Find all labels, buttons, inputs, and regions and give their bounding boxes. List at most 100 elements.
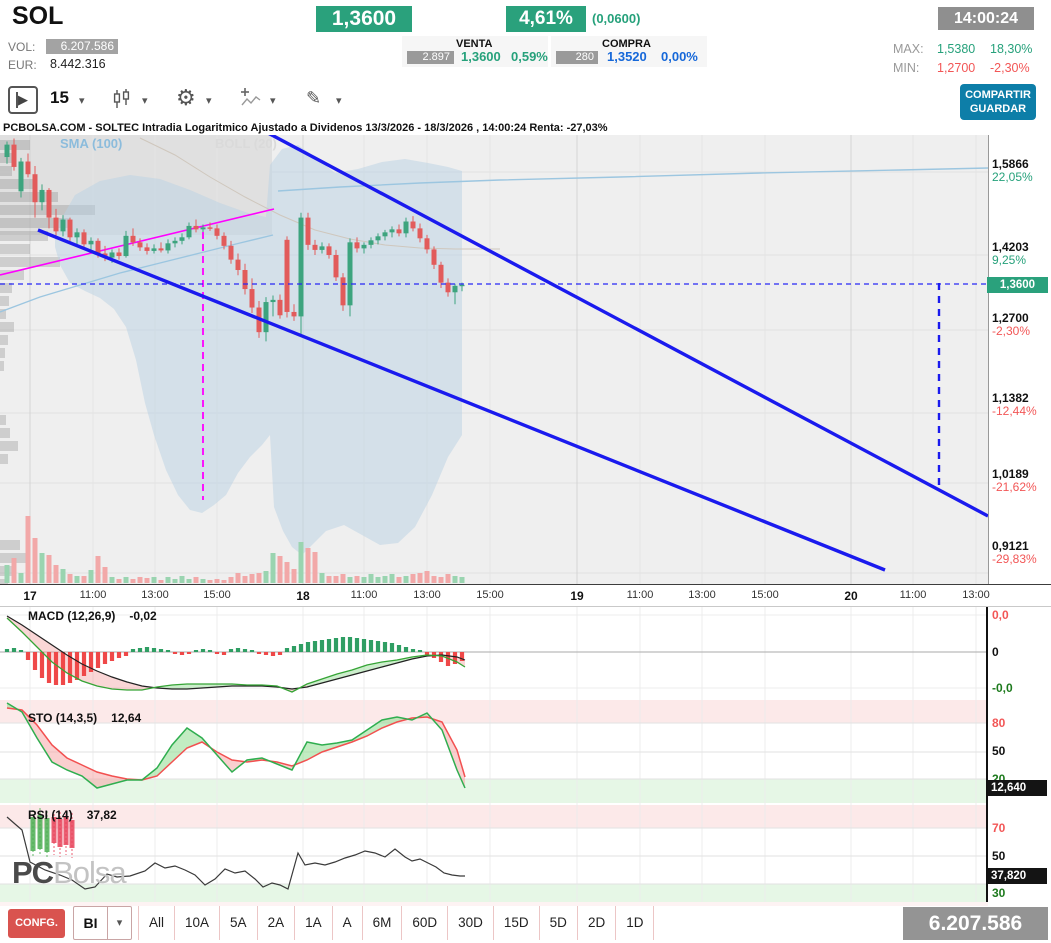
range-button-15D[interactable]: 15D [494, 906, 540, 940]
rsi-value: 37,82 [86, 808, 117, 822]
rsi-line [6, 816, 465, 890]
share-label: COMPARTIR [965, 89, 1031, 101]
compra-percent: 0,00% [661, 49, 698, 64]
stochastic-panel[interactable] [0, 700, 988, 805]
interval-selector[interactable]: 15 [50, 88, 69, 107]
range-button-A[interactable]: A [333, 906, 363, 940]
price-axis-label: 1,0189 -21,62% [992, 467, 1037, 494]
bottom-toolbar: CONFG. BI ▾ All 10A 5A 2A 1A A 6M 60D 30D 15D 5D 2D… [0, 906, 1051, 943]
overbought-band [0, 700, 988, 723]
range-button-1D[interactable]: 1D [616, 906, 655, 940]
rsi-axis-70: 70 [992, 821, 1006, 835]
watermark-pc: PC [12, 855, 54, 890]
time-axis-label: 17 [23, 589, 37, 603]
time-axis-label: 20 [844, 589, 858, 603]
macd-axis-top: 0,0 [992, 608, 1009, 622]
mode-select[interactable]: BI ▾ [73, 906, 132, 940]
chevron-down-icon[interactable]: ▾ [142, 95, 148, 107]
mode-value[interactable]: BI [74, 907, 108, 939]
last-price-badge: 1,3600 [316, 6, 412, 32]
range-button-1A[interactable]: 1A [295, 906, 333, 940]
add-indicator-icon[interactable] [240, 87, 262, 109]
range-button-2D[interactable]: 2D [578, 906, 617, 940]
venta-label: VENTA [456, 38, 493, 50]
panel-divider [0, 902, 988, 906]
bollinger-band [55, 145, 462, 555]
rsi-name: RSI (14) [28, 808, 73, 822]
macd-value: -0,02 [129, 609, 157, 623]
venta-percent: 0,59% [511, 49, 548, 64]
macd-axis-bottom: -0,0 [992, 681, 1013, 695]
chart-type-icon[interactable] [112, 89, 132, 109]
macd-axis-zero: 0 [992, 645, 999, 659]
range-button-5A[interactable]: 5A [220, 906, 258, 940]
legend-sma[interactable]: SMA (100) [60, 136, 123, 151]
time-axis-label: 19 [570, 589, 584, 603]
rsi-panel[interactable] [0, 805, 988, 902]
price-axis-border [988, 135, 989, 584]
oversold-band [0, 884, 988, 902]
oversold-band [0, 779, 988, 803]
legend-boll[interactable]: BOLL (20) [215, 136, 277, 151]
share-save-button[interactable]: COMPARTIR GUARDAR [960, 84, 1036, 120]
range-button-All[interactable]: All [138, 906, 176, 940]
range-button-6M[interactable]: 6M [363, 906, 403, 940]
range-buttons: All 10A 5A 2A 1A A 6M 60D 30D 15D 5D 2D 1D [138, 906, 655, 940]
compra-label: COMPRA [602, 38, 651, 50]
current-price-axis-badge: 1,3600 [987, 277, 1048, 293]
chevron-down-icon[interactable]: ▾ [79, 95, 85, 107]
range-button-30D[interactable]: 30D [448, 906, 494, 940]
price-axis-label: 0,9121 -29,83% [992, 539, 1037, 566]
macd-panel[interactable] [0, 607, 988, 700]
indicator-axis-line [986, 607, 988, 902]
eur-label: EUR: [8, 58, 37, 72]
price-axis-label: 1,1382 -12,44% [992, 391, 1037, 418]
eur-value: 8.442.316 [50, 57, 106, 71]
pcbolsa-watermark: PCBolsa [12, 855, 127, 891]
range-button-60D[interactable]: 60D [402, 906, 449, 940]
time-axis-label: 15:00 [751, 589, 779, 601]
change-absolute: (0,0600) [592, 11, 641, 26]
volume-value-badge: 6.207.586 [46, 39, 118, 54]
chevron-down-icon[interactable]: ▾ [336, 95, 342, 107]
time-axis-label: 15:00 [203, 589, 231, 601]
volume-bars [4, 516, 465, 583]
panel-toggle-icon[interactable]: ▶ [8, 86, 38, 114]
logo-candles [30, 808, 75, 858]
min-value: 1,2700 [937, 61, 976, 75]
rsi-label: RSI (14) 37,82 [28, 808, 117, 822]
boll-mid-line [139, 137, 500, 250]
min-percent: -2,30% [990, 61, 1030, 75]
price-axis-label: 1,5866 22,05% [992, 157, 1033, 184]
price-axis-label: 1,4203 9,25% [992, 240, 1029, 267]
sma-line [0, 234, 274, 313]
max-label: MAX: [893, 42, 924, 56]
macd-name: MACD (12,26,9) [28, 609, 116, 623]
gear-icon[interactable]: ⚙ [176, 85, 196, 110]
time-axis-label: 13:00 [413, 589, 441, 601]
sto-k-line [6, 702, 466, 789]
rsi-axis-50: 50 [992, 849, 1006, 863]
time-axis-label: 15:00 [476, 589, 504, 601]
price-axis-label: 1,2700 -2,30% [992, 311, 1031, 338]
range-button-2A[interactable]: 2A [258, 906, 296, 940]
range-button-10A[interactable]: 10A [175, 906, 221, 940]
main-chart[interactable] [0, 131, 989, 589]
config-button[interactable]: CONFG. [8, 909, 65, 938]
sto-axis-50: 50 [992, 744, 1006, 758]
chevron-down-icon[interactable]: ▾ [206, 95, 212, 107]
watermark-bolsa: Bolsa [53, 855, 127, 890]
save-label: GUARDAR [969, 103, 1027, 115]
sto-d-line [6, 707, 466, 781]
range-button-5D[interactable]: 5D [540, 906, 578, 940]
blue-trendline [37, 228, 886, 572]
time-axis-label: 13:00 [688, 589, 716, 601]
chevron-down-icon[interactable]: ▾ [270, 95, 276, 107]
chevron-down-icon[interactable]: ▾ [116, 917, 123, 929]
sto-value-badge: 12,640 [986, 780, 1047, 796]
draw-pencil-icon[interactable]: ✎ [306, 88, 322, 108]
macd-signal-line [6, 615, 466, 690]
change-percent-badge: 4,61% [506, 6, 586, 32]
symbol-title: SOL [12, 2, 64, 30]
